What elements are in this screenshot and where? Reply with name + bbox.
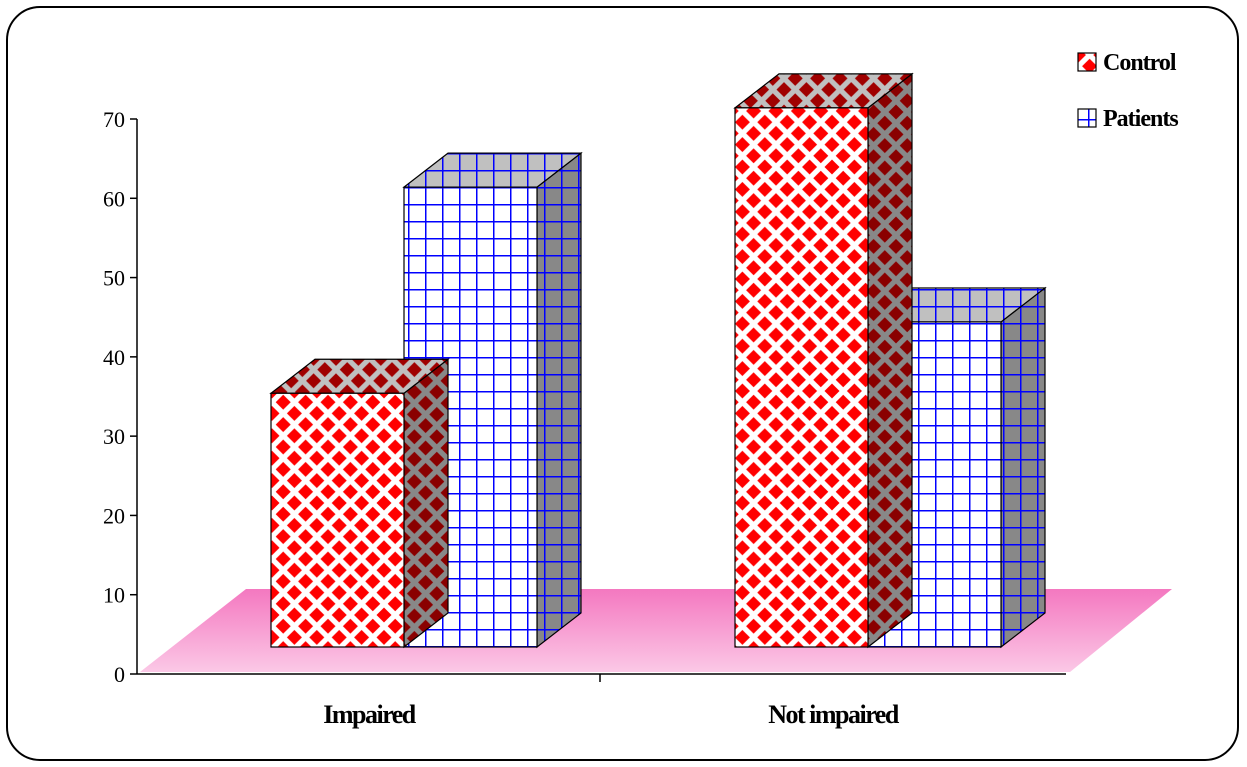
bar-control-impaired: [269, 358, 450, 649]
bar-side-face: [403, 358, 449, 649]
bar-control-not-impaired: [733, 72, 914, 649]
y-tick-label: 0: [114, 662, 125, 687]
legend-label: Patients: [1103, 106, 1178, 132]
y-tick-label: 70: [103, 107, 125, 132]
bar-side-face: [867, 72, 913, 649]
y-tick-label: 60: [103, 186, 125, 211]
legend-item-control: Control: [1077, 50, 1178, 76]
x-category-label: Not impaired: [768, 700, 900, 729]
y-tick-label: 50: [103, 266, 125, 291]
x-category-label: Impaired: [323, 700, 417, 729]
y-tick-label: 20: [103, 503, 125, 528]
y-tick-label: 40: [103, 345, 125, 370]
bar-front-face: [270, 392, 405, 648]
legend-label: Control: [1103, 50, 1177, 76]
legend-swatch: [1077, 108, 1097, 128]
bar-front-face: [734, 107, 869, 648]
legend-swatch: [1077, 52, 1097, 72]
y-tick-label: 10: [103, 583, 125, 608]
bar-side-face: [1000, 286, 1046, 649]
bar-side-face: [536, 151, 582, 649]
legend-item-patients: Patients: [1077, 106, 1179, 132]
y-tick-label: 30: [103, 424, 125, 449]
